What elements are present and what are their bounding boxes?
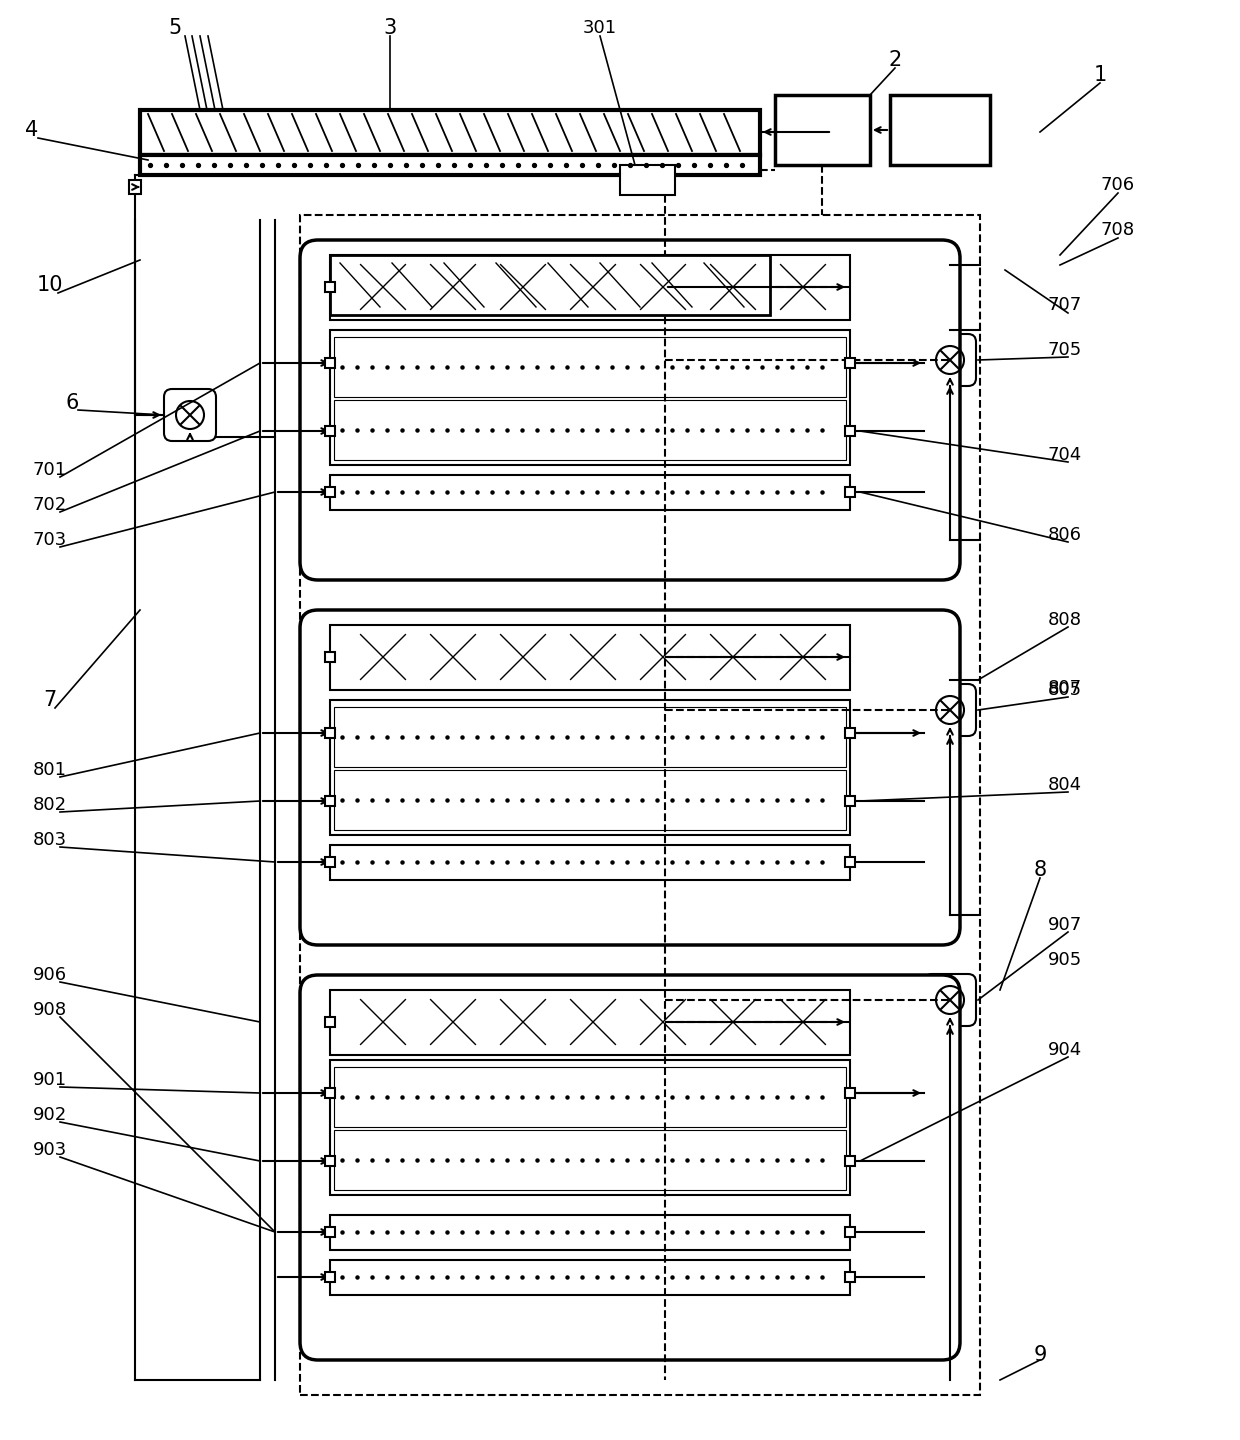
Bar xyxy=(300,215,980,1395)
Text: 901: 901 xyxy=(33,1071,67,1089)
Bar xyxy=(844,487,856,497)
Bar xyxy=(330,991,849,1056)
Text: 8: 8 xyxy=(1033,860,1047,880)
Bar xyxy=(325,426,335,436)
Text: 705: 705 xyxy=(1048,341,1083,359)
Text: 3: 3 xyxy=(383,19,397,37)
Bar xyxy=(330,475,849,510)
Bar xyxy=(325,1156,335,1166)
Text: 708: 708 xyxy=(1101,220,1135,239)
Bar xyxy=(325,1089,335,1099)
FancyBboxPatch shape xyxy=(164,389,216,441)
Text: 902: 902 xyxy=(33,1106,67,1125)
Bar xyxy=(140,109,760,156)
Bar xyxy=(325,1017,335,1027)
Text: 9: 9 xyxy=(1033,1345,1047,1365)
Text: 803: 803 xyxy=(33,831,67,850)
Text: 802: 802 xyxy=(33,796,67,814)
Bar xyxy=(334,400,846,459)
Bar xyxy=(325,796,335,806)
Bar xyxy=(325,359,335,369)
Text: 904: 904 xyxy=(1048,1041,1083,1058)
Bar xyxy=(844,729,856,739)
FancyBboxPatch shape xyxy=(924,334,976,386)
Bar xyxy=(330,255,770,315)
Text: 704: 704 xyxy=(1048,446,1083,464)
Text: 701: 701 xyxy=(33,461,67,480)
Text: 903: 903 xyxy=(33,1140,67,1159)
Text: 5: 5 xyxy=(169,19,181,37)
Bar xyxy=(844,359,856,369)
Bar xyxy=(334,707,846,768)
Bar xyxy=(325,487,335,497)
Bar xyxy=(325,1227,335,1237)
Text: 801: 801 xyxy=(33,760,67,779)
Bar xyxy=(330,625,849,690)
Bar xyxy=(775,95,870,166)
Bar xyxy=(334,1130,846,1189)
Bar xyxy=(844,1156,856,1166)
Bar xyxy=(844,1089,856,1099)
Bar xyxy=(325,652,335,662)
Text: 908: 908 xyxy=(33,1001,67,1020)
Text: 907: 907 xyxy=(1048,916,1083,935)
Bar xyxy=(330,1060,849,1195)
Bar xyxy=(330,845,849,880)
Bar xyxy=(844,426,856,436)
Bar xyxy=(334,770,846,829)
Bar xyxy=(844,1272,856,1282)
Text: 10: 10 xyxy=(37,275,63,295)
Bar xyxy=(890,95,990,166)
FancyBboxPatch shape xyxy=(924,684,976,736)
Text: 707: 707 xyxy=(1048,297,1083,314)
Text: 4: 4 xyxy=(25,120,38,140)
Text: 703: 703 xyxy=(33,531,67,549)
Bar xyxy=(325,729,335,739)
Text: 805: 805 xyxy=(1048,681,1083,698)
Bar xyxy=(620,166,675,194)
Text: 706: 706 xyxy=(1101,176,1135,194)
Bar xyxy=(129,180,141,194)
Text: 906: 906 xyxy=(33,966,67,984)
FancyBboxPatch shape xyxy=(300,975,960,1359)
Text: 806: 806 xyxy=(1048,526,1083,544)
Bar xyxy=(140,156,760,176)
FancyBboxPatch shape xyxy=(924,973,976,1025)
Text: 7: 7 xyxy=(43,690,57,710)
Bar xyxy=(330,255,849,320)
Text: 804: 804 xyxy=(1048,776,1083,793)
Bar xyxy=(330,1215,849,1250)
FancyBboxPatch shape xyxy=(300,611,960,945)
Text: 807: 807 xyxy=(1048,680,1083,697)
Bar xyxy=(325,857,335,867)
FancyBboxPatch shape xyxy=(300,240,960,580)
Bar xyxy=(330,700,849,835)
Text: 301: 301 xyxy=(583,19,618,37)
Text: 6: 6 xyxy=(66,393,78,413)
Bar xyxy=(325,1272,335,1282)
Text: 905: 905 xyxy=(1048,950,1083,969)
Text: 1: 1 xyxy=(1094,65,1106,85)
Bar xyxy=(325,282,335,292)
Bar xyxy=(844,1227,856,1237)
Bar xyxy=(330,1260,849,1295)
Bar xyxy=(844,857,856,867)
Text: 2: 2 xyxy=(888,50,901,71)
Text: 808: 808 xyxy=(1048,611,1083,629)
Bar xyxy=(844,796,856,806)
Text: 702: 702 xyxy=(33,495,67,514)
Bar xyxy=(330,330,849,465)
Bar xyxy=(334,1067,846,1128)
Bar xyxy=(334,337,846,397)
